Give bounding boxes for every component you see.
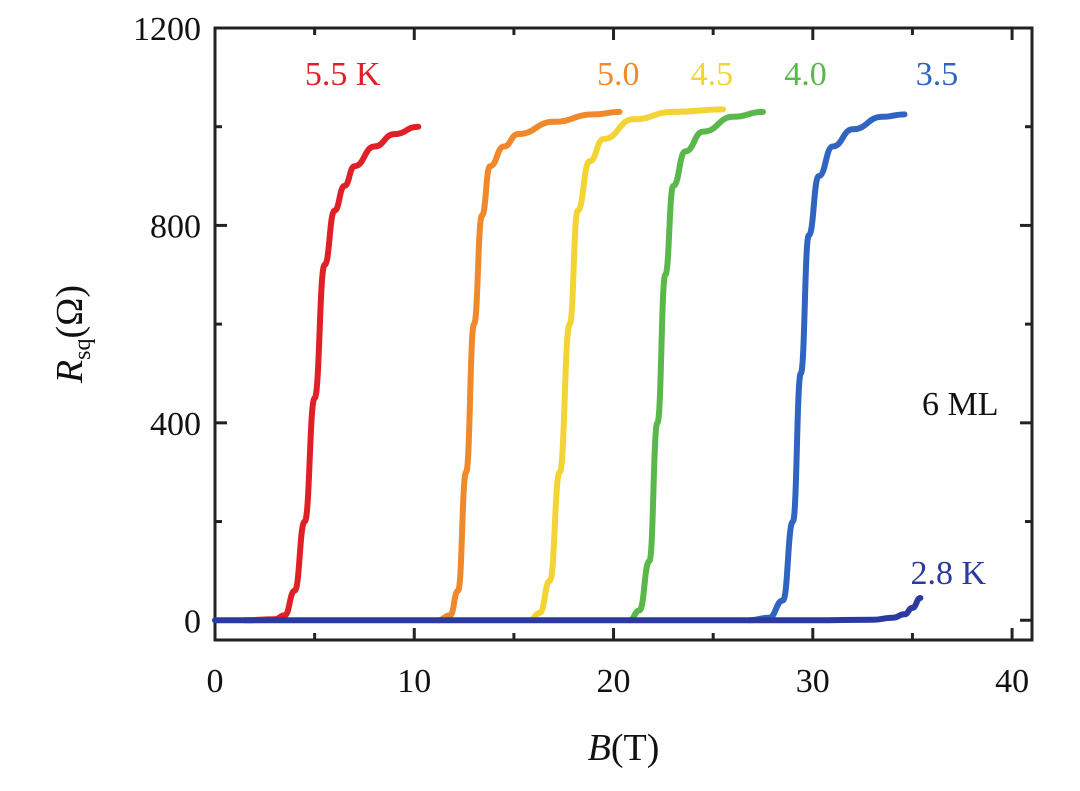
y-axis-label: Rsq(Ω) bbox=[49, 285, 96, 384]
series-line bbox=[526, 106, 727, 624]
y-tick-label: 0 bbox=[184, 603, 201, 640]
x-tick-label: 30 bbox=[796, 663, 830, 700]
y-tick-label: 1200 bbox=[133, 11, 201, 48]
x-axis-label: B(T) bbox=[588, 727, 660, 769]
x-axis-unit: (T) bbox=[611, 727, 660, 769]
x-axis-symbol: B bbox=[588, 727, 611, 769]
series-label: 5.5 K bbox=[305, 56, 381, 93]
y-tick-label: 400 bbox=[150, 406, 201, 443]
y-axis-subscript: sq bbox=[70, 339, 96, 360]
x-tick-label: 20 bbox=[597, 663, 631, 700]
x-tick-label: 40 bbox=[995, 663, 1029, 700]
series-line bbox=[626, 108, 766, 624]
y-tick-label: 800 bbox=[150, 208, 201, 245]
x-tick-label: 0 bbox=[207, 663, 224, 700]
plot-layer bbox=[212, 26, 1034, 642]
y-axis-symbol: R bbox=[49, 360, 91, 384]
series-line bbox=[241, 123, 422, 624]
series-line bbox=[746, 111, 908, 624]
series-line bbox=[212, 595, 924, 624]
series-label: 2.8 K bbox=[910, 555, 986, 592]
series-line bbox=[435, 108, 623, 624]
sample-annotation: 6 ML bbox=[922, 386, 999, 423]
series-label: 4.0 bbox=[784, 56, 827, 93]
series-label: 3.5 bbox=[916, 56, 959, 93]
series-label: 5.0 bbox=[597, 56, 640, 93]
series-label: 4.5 bbox=[691, 56, 734, 93]
y-axis-unit: (Ω) bbox=[49, 285, 91, 339]
x-tick-label: 10 bbox=[397, 663, 431, 700]
plot-frame bbox=[213, 26, 1034, 642]
